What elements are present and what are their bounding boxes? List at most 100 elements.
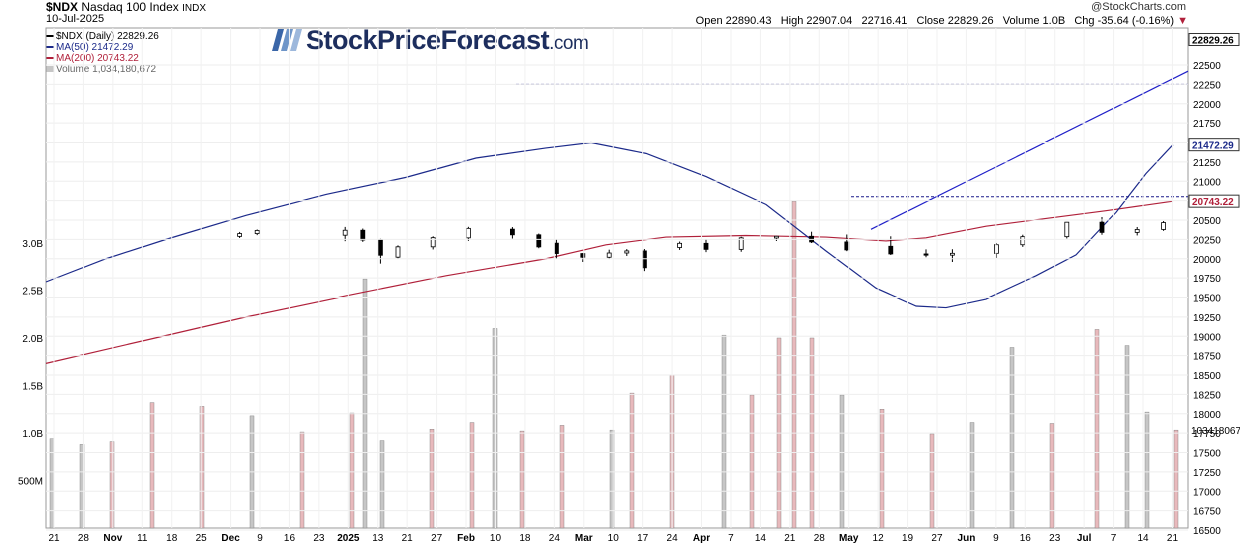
last-volume-label: 1034180672 [1191, 426, 1240, 437]
volume-bar [839, 394, 845, 529]
volume-bar [149, 402, 155, 529]
legend-volume-swatch [46, 66, 54, 73]
last-price-label-box [1188, 33, 1240, 47]
price-tick-label: 18000 [1193, 410, 1221, 421]
close-value: 22829.26 [947, 15, 994, 27]
volume-bar [929, 433, 935, 529]
candle-body [1064, 221, 1070, 238]
volume-bar [721, 334, 727, 529]
price-tick-label: 16500 [1193, 526, 1221, 537]
axes: 16500 16750 17000 17250 17500 17750 18000 18250… [18, 28, 1240, 544]
candles [237, 217, 1166, 272]
time-tick-label: Dec [221, 533, 240, 544]
exchange: INDX [182, 3, 207, 14]
volume-bar [879, 409, 885, 529]
logo-bars-icon [272, 29, 302, 51]
volume-bar [349, 412, 355, 529]
volume-bar [469, 422, 475, 529]
chart-legend: $NDX (Daily) 22829.26 MA(50) 21472.29 MA… [46, 31, 159, 75]
time-tick-label: 24 [549, 533, 561, 544]
price-tick-label: 22250 [1193, 80, 1221, 91]
candle-body [536, 234, 542, 248]
volume-bar [609, 429, 615, 529]
ma200-line [45, 200, 1174, 364]
time-tick-label: 21 [1167, 533, 1179, 544]
time-tick-label: 21 [402, 533, 414, 544]
candle-body [606, 252, 612, 258]
candle-body [1099, 221, 1105, 233]
logo-text: StockPriceForecast [306, 25, 550, 55]
candle-body [377, 239, 383, 256]
high-value: 22907.04 [806, 15, 853, 27]
time-tick-label: 23 [313, 533, 325, 544]
volume-bar [429, 429, 435, 529]
candle-body [950, 252, 955, 256]
candle-body [509, 228, 515, 236]
price-tick-label: 17750 [1193, 429, 1221, 440]
candle-body [994, 244, 999, 254]
candle-body [430, 237, 436, 248]
change-value: -35.64 (-0.16%) [1097, 15, 1175, 27]
price-tick-label: 21000 [1193, 177, 1221, 188]
price-tick-label: 17000 [1193, 487, 1221, 498]
time-tick-label: Nov [103, 533, 122, 544]
price-tick-label: 16750 [1193, 507, 1221, 518]
volume-tick-label: 500M [18, 477, 43, 488]
ma200-axis-label-text: 20743.22 [1192, 197, 1234, 208]
volume-bars [49, 200, 1179, 529]
price-tick-label: 20250 [1193, 235, 1221, 246]
price-tick-label: 18500 [1193, 371, 1221, 382]
price-tick-label: 21250 [1193, 158, 1221, 169]
candle-body [1020, 236, 1026, 246]
legend-ma50-swatch [46, 46, 54, 49]
price-tick-label: 21750 [1193, 119, 1221, 130]
price-tick-label: 17250 [1193, 468, 1221, 479]
chart-date: 10-Jul-2025 [46, 13, 105, 25]
price-tick-label: 17500 [1193, 449, 1221, 460]
volume-bar [629, 392, 635, 529]
time-tick-label: 10 [490, 533, 502, 544]
legend-main: $NDX (Daily) 22829.26 [46, 31, 159, 42]
time-tick-label: 10 [608, 533, 620, 544]
volume-bar [362, 278, 368, 529]
volume-bar [969, 422, 975, 529]
time-tick-label: Feb [457, 533, 475, 544]
moving-averages [45, 141, 1174, 364]
candle-body [738, 237, 744, 250]
ohlc-readout: Open 22890.43 High 22907.04 22716.41 Clo… [695, 15, 1188, 27]
watermark-logo: StockPriceForecast.com [272, 25, 589, 56]
price-tick-label: 20500 [1193, 216, 1221, 227]
volume-tick-label: 1.5B [22, 382, 43, 393]
candle-body [703, 242, 709, 250]
volume-bar [79, 444, 85, 529]
time-tick-label: 14 [755, 533, 767, 544]
volume-bar [109, 441, 115, 529]
attribution: @StockCharts.com [1091, 1, 1186, 13]
volume-bar [749, 394, 755, 529]
price-tick-label: 20000 [1193, 255, 1221, 266]
candle-body [237, 233, 243, 237]
time-tick-label: May [839, 533, 859, 544]
candle-body [774, 235, 779, 239]
candle-body [923, 253, 929, 256]
candle-body [677, 242, 682, 248]
trendline [870, 70, 1189, 230]
ma50-line [45, 141, 1174, 309]
time-tick-label: 27 [931, 533, 943, 544]
volume-bar [299, 431, 305, 529]
candle-body [395, 246, 401, 258]
volume-tick-label: 2.0B [22, 334, 43, 345]
time-tick-label: 16 [284, 533, 296, 544]
time-tick-label: 17 [637, 533, 649, 544]
time-tick-label: 28 [814, 533, 826, 544]
time-tick-label: 9 [257, 533, 263, 544]
candle-body [554, 242, 559, 254]
volume-tick-label: 3.0B [22, 239, 43, 250]
price-tick-label: 18250 [1193, 390, 1221, 401]
legend-volume: Volume 1,034,180,672 [46, 64, 159, 75]
time-tick-label: 11 [137, 533, 148, 544]
time-tick-label: Jun [958, 533, 976, 544]
volume-bar [1094, 329, 1100, 529]
price-tick-label: 19500 [1193, 294, 1221, 305]
